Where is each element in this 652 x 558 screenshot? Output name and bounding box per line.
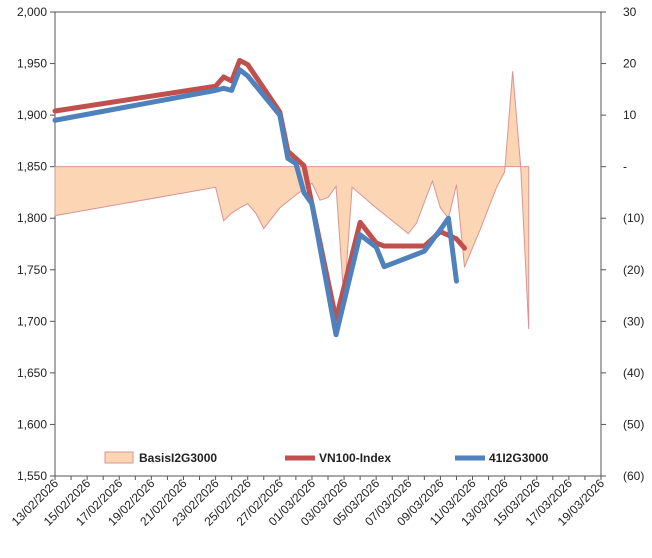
- right-axis-label: (10): [623, 211, 644, 225]
- left-axis-label: 1,700: [17, 314, 47, 328]
- right-axis-label: 10: [623, 108, 637, 122]
- left-axis-label: 1,900: [17, 108, 47, 122]
- left-axis-label: 1,600: [17, 417, 47, 431]
- left-axis-label: 1,650: [17, 366, 47, 380]
- legend-label: BasisI2G3000: [139, 451, 217, 465]
- left-axis-label: 1,750: [17, 263, 47, 277]
- right-axis-label: (40): [623, 366, 644, 380]
- legend-swatch-basis: [104, 451, 134, 464]
- right-axis-label: 20: [623, 57, 637, 71]
- right-axis-label: (60): [623, 469, 644, 483]
- left-axis-label: 1,550: [17, 469, 47, 483]
- left-axis-label: 1,800: [17, 211, 47, 225]
- plot-area: [54, 11, 602, 477]
- left-axis-label: 2,000: [17, 5, 47, 19]
- right-axis-label: (30): [623, 314, 644, 328]
- right-axis-label: (50): [623, 417, 644, 431]
- left-axis-label: 1,950: [17, 57, 47, 71]
- legend-label: 41I2G3000: [489, 451, 549, 465]
- series-line-41i2g3000: [52, 67, 459, 338]
- right-axis-label: (20): [623, 263, 644, 277]
- legend-label: VN100-Index: [319, 451, 391, 465]
- series-area-basis: [54, 71, 530, 330]
- left-axis-label: 1,850: [17, 160, 47, 174]
- right-axis-label: 30: [623, 5, 637, 19]
- right-axis-label: -: [623, 160, 627, 174]
